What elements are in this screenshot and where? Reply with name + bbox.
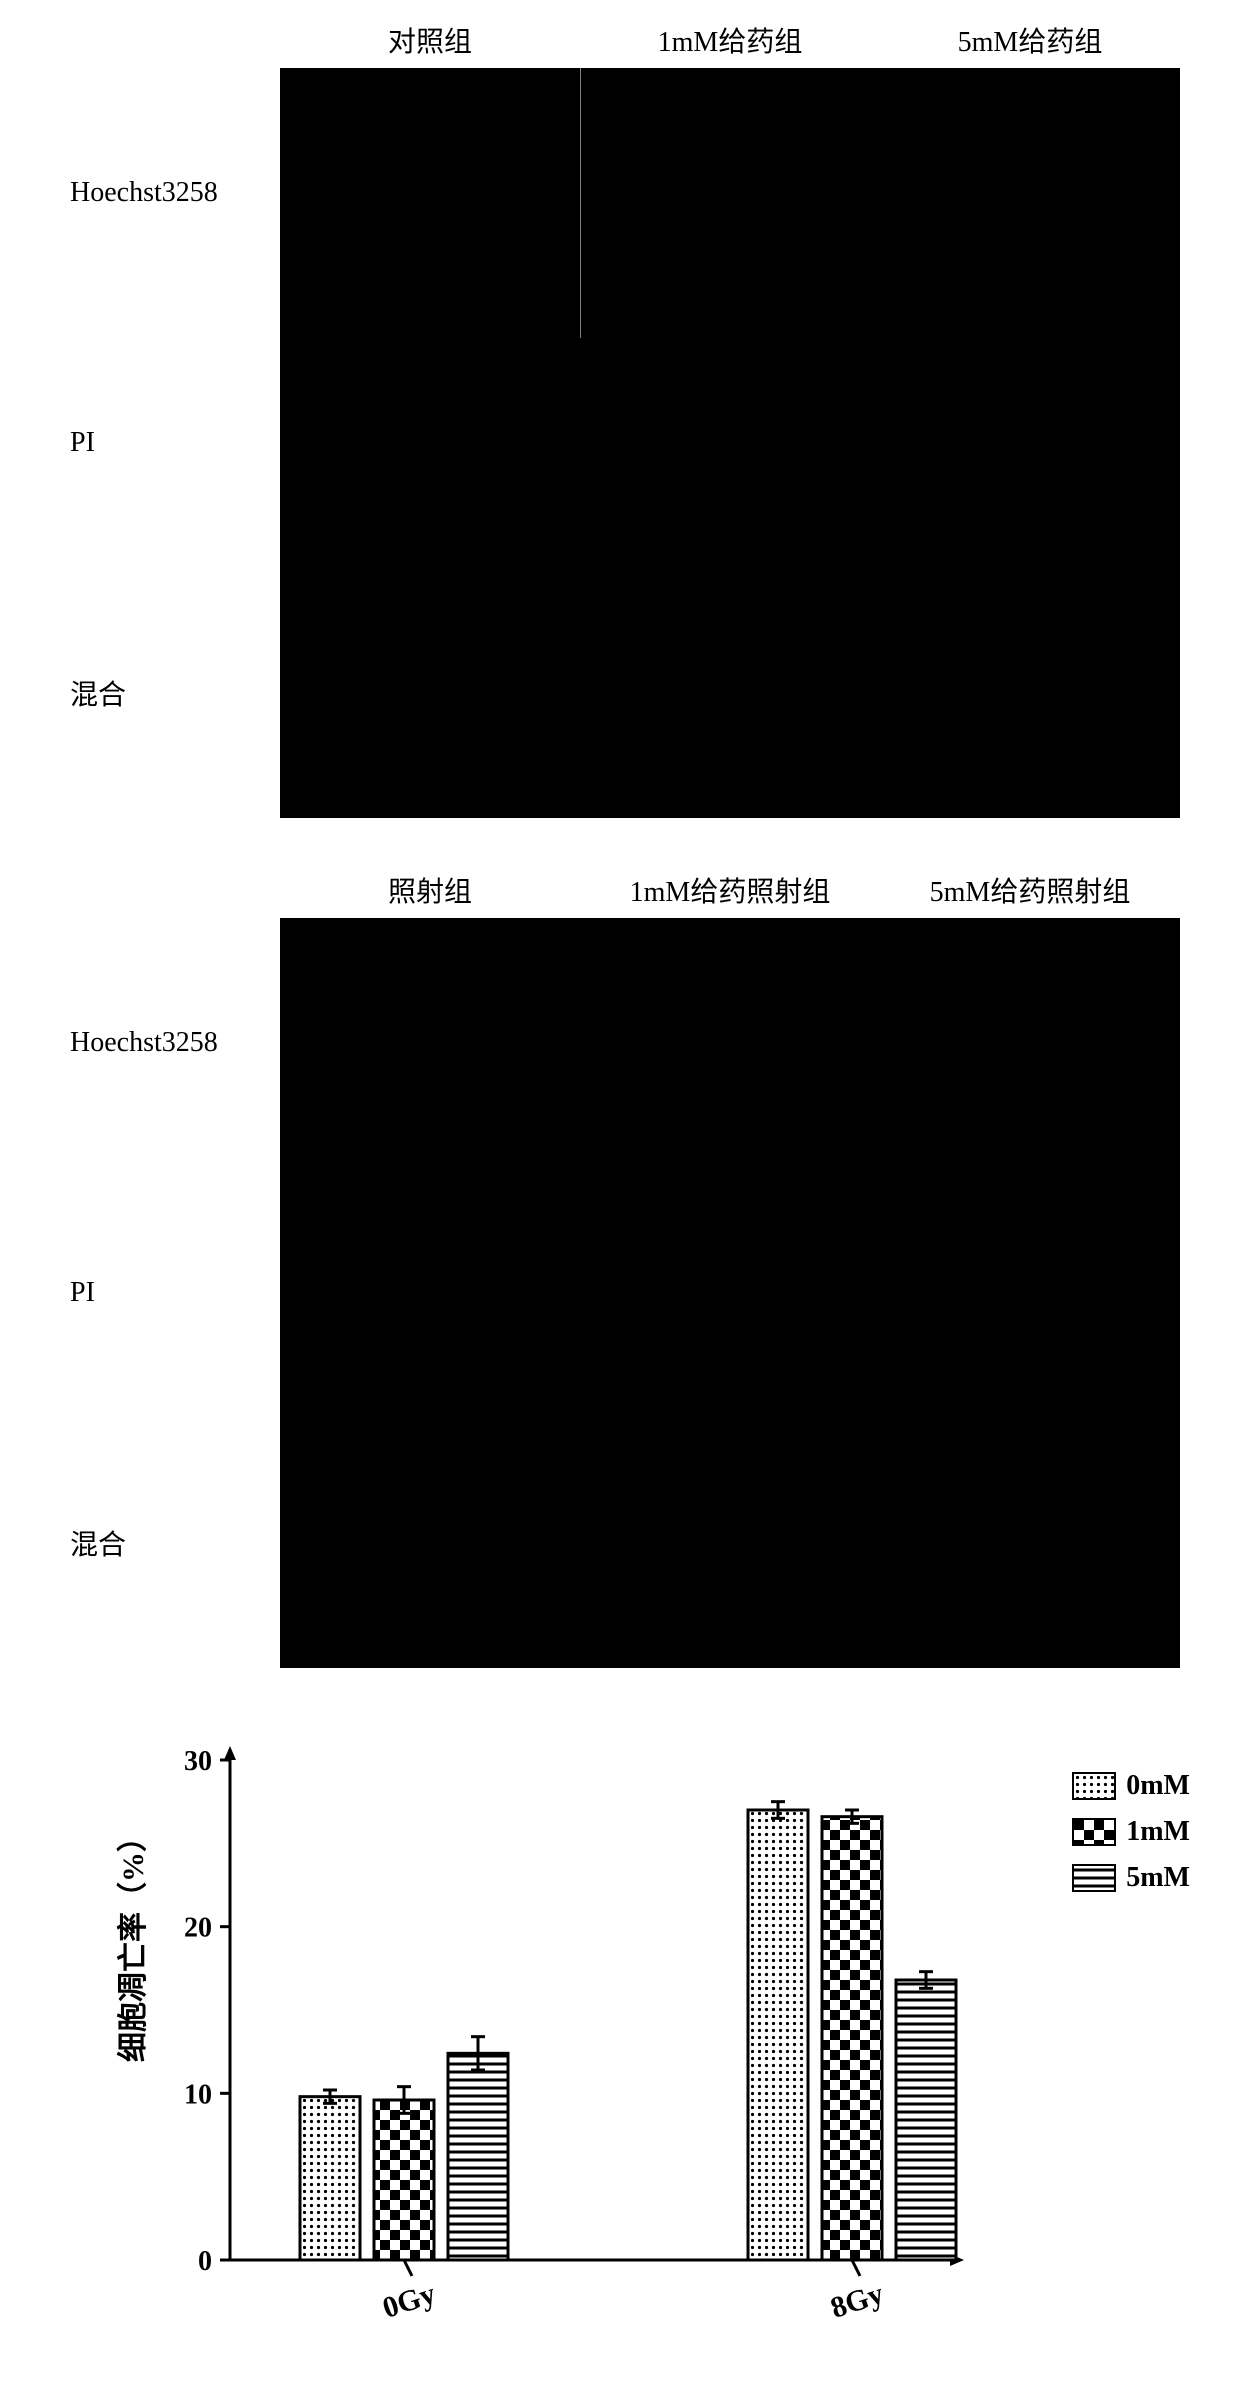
panel1-col-header-1mm: 1mM给药组 xyxy=(580,20,880,60)
legend-label-1mm: 1mM xyxy=(1126,1816,1190,1848)
panel1-col-header-control: 对照组 xyxy=(280,20,580,60)
chart-svg: 0 10 20 30 0Gy 8Gy xyxy=(140,1740,1160,2360)
panel2-grid-wrapper: Hoechst3258 PI 混合 xyxy=(70,918,1180,1668)
panel2-row-labels: Hoechst3258 PI 混合 xyxy=(70,918,280,1668)
panel1-row-labels: Hoechst3258 PI 混合 xyxy=(70,68,280,818)
legend-item-0mm: 0mM xyxy=(1072,1770,1190,1802)
panel1-image-grid xyxy=(280,68,1180,818)
panel1-column-headers: 对照组 1mM给药组 5mM给药组 xyxy=(280,20,1180,60)
legend-item-5mm: 5mM xyxy=(1072,1862,1190,1894)
panel2-col-header-5mm-irr: 5mM给药照射组 xyxy=(880,870,1180,910)
panel2-row-merge: 混合 xyxy=(70,1418,280,1668)
svg-text:0Gy: 0Gy xyxy=(379,2277,440,2325)
microscopy-panel-irradiation: 照射组 1mM给药照射组 5mM给药照射组 Hoechst3258 PI 混合 xyxy=(70,870,1180,1668)
legend-label-0mm: 0mM xyxy=(1126,1770,1190,1802)
chart-y-axis-label: 细胞凋亡率（%） xyxy=(108,1822,152,2062)
legend-label-5mm: 5mM xyxy=(1126,1862,1190,1894)
svg-text:8Gy: 8Gy xyxy=(827,2277,888,2325)
panel2-row-hoechst: Hoechst3258 xyxy=(70,918,280,1168)
svg-text:10: 10 xyxy=(184,2079,212,2110)
legend-swatch-0mm xyxy=(1072,1772,1116,1800)
panel1-grid-wrapper: Hoechst3258 PI 混合 xyxy=(70,68,1180,818)
svg-text:20: 20 xyxy=(184,1913,212,1944)
legend-item-1mm: 1mM xyxy=(1072,1816,1190,1848)
panel2-column-headers: 照射组 1mM给药照射组 5mM给药照射组 xyxy=(280,870,1180,910)
chart-legend: 0mM 1mM 5mM xyxy=(1072,1770,1190,1894)
apoptosis-bar-chart: 细胞凋亡率（%） 01020300Gy8Gy 0mM 1mM 5mM xyxy=(140,1740,1160,2360)
panel2-row-pi: PI xyxy=(70,1168,280,1418)
svg-text:30: 30 xyxy=(184,1746,212,1777)
panel1-row-merge: 混合 xyxy=(70,568,280,818)
panel2-image-grid xyxy=(280,918,1180,1668)
panel1-row-hoechst: Hoechst3258 xyxy=(70,68,280,318)
panel2-col-header-1mm-irr: 1mM给药照射组 xyxy=(580,870,880,910)
legend-swatch-5mm xyxy=(1072,1864,1116,1892)
panel1-col-header-5mm: 5mM给药组 xyxy=(880,20,1180,60)
panel2-col-header-irr: 照射组 xyxy=(280,870,580,910)
legend-swatch-1mm xyxy=(1072,1818,1116,1846)
microscopy-panel-no-irradiation: 对照组 1mM给药组 5mM给药组 Hoechst3258 PI 混合 xyxy=(70,20,1180,818)
svg-text:0: 0 xyxy=(198,2246,212,2277)
panel1-row-pi: PI xyxy=(70,318,280,568)
